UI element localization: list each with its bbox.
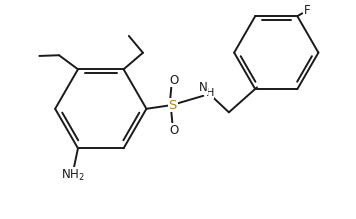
- Text: O: O: [170, 124, 179, 137]
- Text: N: N: [199, 81, 208, 94]
- Text: NH$_2$: NH$_2$: [61, 168, 85, 183]
- Text: S: S: [168, 99, 177, 112]
- Text: F: F: [304, 4, 310, 17]
- Text: O: O: [170, 74, 179, 87]
- Text: H: H: [205, 88, 214, 98]
